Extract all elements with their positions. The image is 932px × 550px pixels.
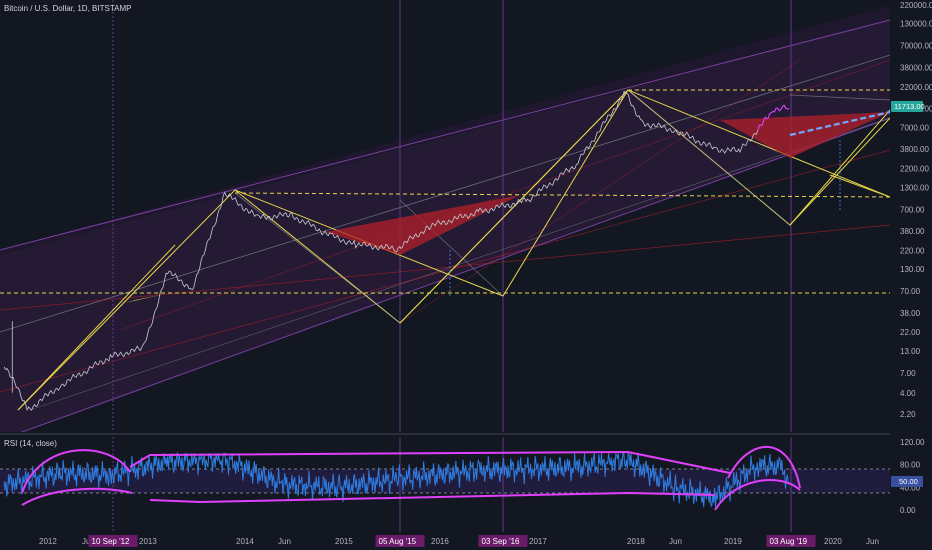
price-tick-label: 22.00 (900, 328, 921, 337)
gray-projection (789, 94, 890, 101)
price-axis[interactable]: 220000.00 130000.00 70000.00 38000.00 22000.… (890, 0, 932, 550)
price-tick-label: 130000.00 (900, 20, 932, 29)
fan-line (0, 224, 890, 311)
yellow-pattern (789, 117, 890, 226)
time-tick-label: 2013 (139, 537, 157, 546)
channel-mid-line (0, 54, 890, 333)
time-tick-label: 2018 (627, 537, 645, 546)
price-tick-label: 220000.00 (900, 1, 932, 10)
price-tick-label: 38.00 (900, 309, 921, 318)
fan-line (399, 59, 801, 324)
price-badge-value: 11713.00 (894, 102, 925, 111)
fan-line (119, 59, 890, 331)
price-tick-label: 7000.00 (900, 124, 929, 133)
symbol-title: Bitcoin / U.S. Dollar, 1D, BITSTAMP (4, 4, 131, 13)
price-tick-label: 13.00 (900, 347, 921, 356)
time-tick-label: 2017 (529, 537, 547, 546)
time-tick-label: Jun (278, 537, 291, 546)
rsi-tick-label: 120.00 (900, 438, 925, 447)
time-tick-label: Jun (669, 537, 682, 546)
gray-projection (627, 89, 791, 226)
price-tick-label: 220.00 (900, 246, 925, 255)
price-tick-label: 70.00 (900, 287, 921, 296)
date-marker-label: 05 Aug '15 (379, 537, 417, 546)
date-marker-label: 03 Aug '19 (770, 537, 808, 546)
time-tick-label: 2012 (39, 537, 57, 546)
price-tick-label: 4.00 (900, 389, 916, 398)
price-tick-label: 700.00 (900, 205, 925, 214)
rsi-tick-label: 0.00 (900, 506, 916, 515)
rsi-series (3, 451, 789, 508)
rsi-arc-left-bottom (21, 487, 133, 506)
blue-projection-dashed (789, 110, 890, 137)
rsi-tick-label: 80.00 (900, 461, 921, 470)
channel-lower-line (20, 117, 890, 432)
fan-line (29, 117, 890, 411)
yellow-pattern (829, 174, 890, 198)
yellow-pattern (399, 89, 629, 324)
rsi-badge-box (891, 476, 923, 487)
time-tick-label: 2015 (335, 537, 353, 546)
time-tick-label: 2019 (724, 537, 742, 546)
price-badge: 11713.00 (891, 101, 925, 112)
rsi-arc-left (21, 449, 131, 494)
price-badge-box (891, 101, 923, 112)
price-tick-label: 2200.00 (900, 165, 929, 174)
rsi-pane[interactable] (0, 437, 890, 532)
price-line (3, 90, 759, 412)
channel-upper-line (0, 19, 890, 251)
price-tick-label: 7.00 (900, 369, 916, 378)
gray-projection (234, 192, 401, 324)
date-marker-badge (375, 535, 425, 547)
price-series (3, 90, 790, 412)
rsi-tick-label: 40.00 (900, 483, 921, 492)
time-tick-label: 2020 (824, 537, 842, 546)
red-wedge-2015 (325, 195, 520, 255)
date-marker-label: 10 Sep '12 (92, 537, 131, 546)
rsi-badge-value: 50.00 (899, 477, 918, 486)
date-marker-label: 03 Sep '16 (482, 537, 521, 546)
price-tick-label: 22000.00 (900, 83, 932, 92)
yellow-flag (125, 294, 165, 303)
rsi-title: RSI (14, close) (4, 439, 57, 448)
time-tick-label: 2016 (431, 537, 449, 546)
price-tick-label: 380.00 (900, 227, 925, 236)
price-tick-label: 3800.00 (900, 145, 929, 154)
price-pane[interactable] (0, 0, 890, 440)
time-tick-label: 2014 (236, 537, 254, 546)
rsi-value-badge: 50.00 (891, 476, 923, 487)
yellow-flag (505, 194, 555, 207)
price-tick-label: 130.00 (900, 265, 925, 274)
price-tick-label: 2.20 (900, 410, 916, 419)
axis-background (890, 0, 932, 550)
rsi-line (3, 451, 789, 508)
rsi-arc-right (727, 446, 801, 489)
date-markers: 10 Sep '12 05 Aug '15 03 Sep '16 03 Aug '19 (88, 535, 816, 547)
time-tick-label: Jun (866, 537, 879, 546)
rsi-trend-bottom (149, 491, 716, 504)
date-marker-badge (88, 535, 138, 547)
yellow-pattern (17, 244, 176, 411)
fan-line (0, 149, 890, 393)
time-tick-label: Jun (82, 537, 95, 546)
date-marker-badge (478, 535, 528, 547)
price-tick-label: 70000.00 (900, 42, 932, 51)
rsi-arc-right-bottom (714, 478, 801, 511)
price-tick-label: 38000.00 (900, 63, 932, 72)
date-marker-badge (766, 535, 816, 547)
price-tick-label: 1300.00 (900, 183, 929, 192)
rsi-trend-top (129, 450, 731, 474)
price-line-recent (757, 104, 790, 131)
